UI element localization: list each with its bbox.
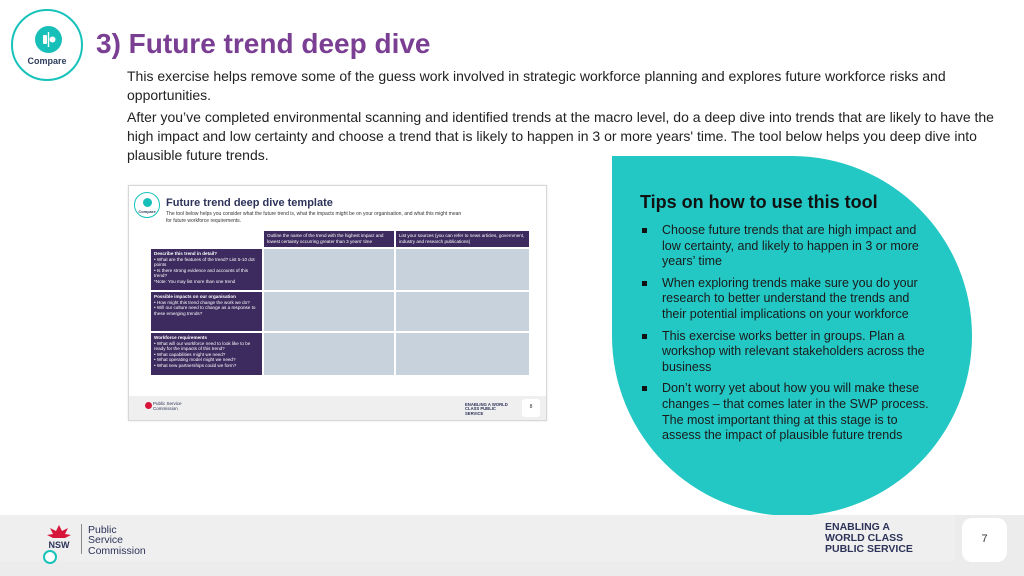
- template-grid-corner: [150, 230, 263, 248]
- template-footer-tagline: ENABLING A WORLD CLASS PUBLIC SERVICE: [465, 402, 508, 416]
- nsw-waratah-logo: NSW: [44, 524, 74, 550]
- nsw-wordmark: NSW: [49, 540, 71, 550]
- template-row-label: Workforce requirements • What will our w…: [150, 332, 263, 376]
- template-row-line: • What new partnerships could we form?: [154, 362, 237, 368]
- footer-divider: [81, 524, 82, 554]
- footer-org-name: Public Service Commission: [88, 524, 146, 557]
- template-col-header: List your sources (you can refer to news…: [395, 230, 530, 248]
- template-preview: Compare Future trend deep dive template …: [128, 185, 547, 421]
- template-row-title: Describe this trend in detail?: [154, 251, 218, 256]
- template-row-line: *Note: You may list more than one trend: [154, 278, 236, 284]
- intro-paragraph-1: This exercise helps remove some of the g…: [127, 68, 946, 103]
- footer-tagline-line: ENABLING A: [825, 521, 890, 533]
- template-row-label: Possible impacts on our organisation • H…: [150, 291, 263, 332]
- square-bullet-icon: [642, 333, 647, 339]
- template-row-line: • What operating model might we need?: [154, 357, 236, 363]
- compare-badge: Compare: [11, 9, 83, 81]
- tips-panel-shape: [612, 156, 972, 516]
- footer-org-line: Commission: [88, 544, 146, 557]
- page-number: 7: [981, 533, 988, 545]
- square-bullet-icon: [642, 280, 647, 286]
- tip-item: This exercise works better in groups. Pl…: [640, 329, 930, 376]
- tip-text: This exercise works better in groups. Pl…: [662, 328, 925, 374]
- footer-band: [0, 515, 955, 561]
- template-input-cell: [263, 332, 395, 376]
- compare-label: Compare: [27, 56, 67, 66]
- footer-bar: [0, 515, 1024, 576]
- square-bullet-icon: [642, 228, 647, 233]
- template-input-cell: [395, 291, 530, 332]
- tip-text: Choose future trends that are high impac…: [662, 223, 919, 269]
- template-grid-header-row: Outline the name of the trend with the h…: [150, 230, 530, 248]
- template-row-label: Describe this trend in detail? • What ar…: [150, 248, 263, 291]
- template-footer-org: Public Service Commission: [153, 401, 182, 411]
- template-title: Future trend deep dive template: [166, 197, 333, 209]
- tips-title: Tips on how to use this tool: [640, 192, 878, 212]
- template-input-cell: [395, 332, 530, 376]
- template-row-title: Workforce requirements: [154, 335, 208, 340]
- page-number-box: 7: [962, 518, 1007, 562]
- compare-icon: [35, 26, 62, 53]
- template-row-line: • What capabilities might we need?: [154, 351, 226, 357]
- template-compare-badge: Compare: [134, 192, 160, 218]
- tip-text: When exploring trends make sure you do y…: [662, 275, 918, 321]
- footer-org-line: Service: [88, 534, 124, 547]
- template-waratah-icon: [145, 402, 152, 409]
- template-input-cell: [395, 248, 530, 291]
- tip-item: Don’t worry yet about how you will make …: [640, 381, 930, 443]
- intro-paragraph-2: After you’ve completed environmental sca…: [127, 109, 994, 163]
- tip-item: Choose future trends that are high impac…: [640, 223, 930, 270]
- template-row-line: • Will our culture need to change as a r…: [154, 305, 256, 316]
- square-bullet-icon: [642, 386, 647, 392]
- template-grid: Outline the name of the trend with the h…: [150, 230, 530, 376]
- teal-circle-icon: [43, 550, 57, 564]
- template-grid-row: Describe this trend in detail? • What ar…: [150, 248, 530, 291]
- template-page-box: 8: [522, 399, 540, 417]
- template-row-line: • What are the features of the trend? Li…: [154, 256, 255, 268]
- template-row-line: • Is there strong evidence and accounts …: [154, 267, 249, 279]
- template-compare-icon: [143, 198, 152, 207]
- template-page-number: 8: [529, 404, 533, 410]
- footer-org-line: Public: [88, 524, 117, 536]
- tip-item: When exploring trends make sure you do y…: [640, 276, 930, 323]
- tip-text: Don’t worry yet about how you will make …: [662, 381, 929, 443]
- template-grid-row: Workforce requirements • What will our w…: [150, 332, 530, 376]
- template-compare-label: Compare: [138, 209, 156, 214]
- template-row-line: • How might this trend change the work w…: [154, 299, 250, 305]
- footer-tagline-line: PUBLIC SERVICE: [825, 542, 913, 555]
- tips-panel: Tips on how to use this tool Choose futu…: [640, 192, 930, 450]
- template-footer: Public Service Commission ENABLING A WOR…: [129, 396, 546, 420]
- template-description: The tool below helps you consider what t…: [166, 211, 462, 224]
- footer-tagline: ENABLING A WORLD CLASS PUBLIC SERVICE: [825, 522, 913, 554]
- template-col-header: Outline the name of the trend with the h…: [263, 230, 395, 248]
- template-row-title: Possible impacts on our organisation: [154, 294, 236, 299]
- template-input-cell: [263, 248, 395, 291]
- page-title: 3) Future trend deep dive: [96, 28, 431, 59]
- template-row-line: • What will our workforce need to look l…: [154, 340, 251, 352]
- template-input-cell: [263, 291, 395, 332]
- template-grid-row: Possible impacts on our organisation • H…: [150, 291, 530, 332]
- footer-tagline-line: WORLD CLASS: [825, 531, 904, 544]
